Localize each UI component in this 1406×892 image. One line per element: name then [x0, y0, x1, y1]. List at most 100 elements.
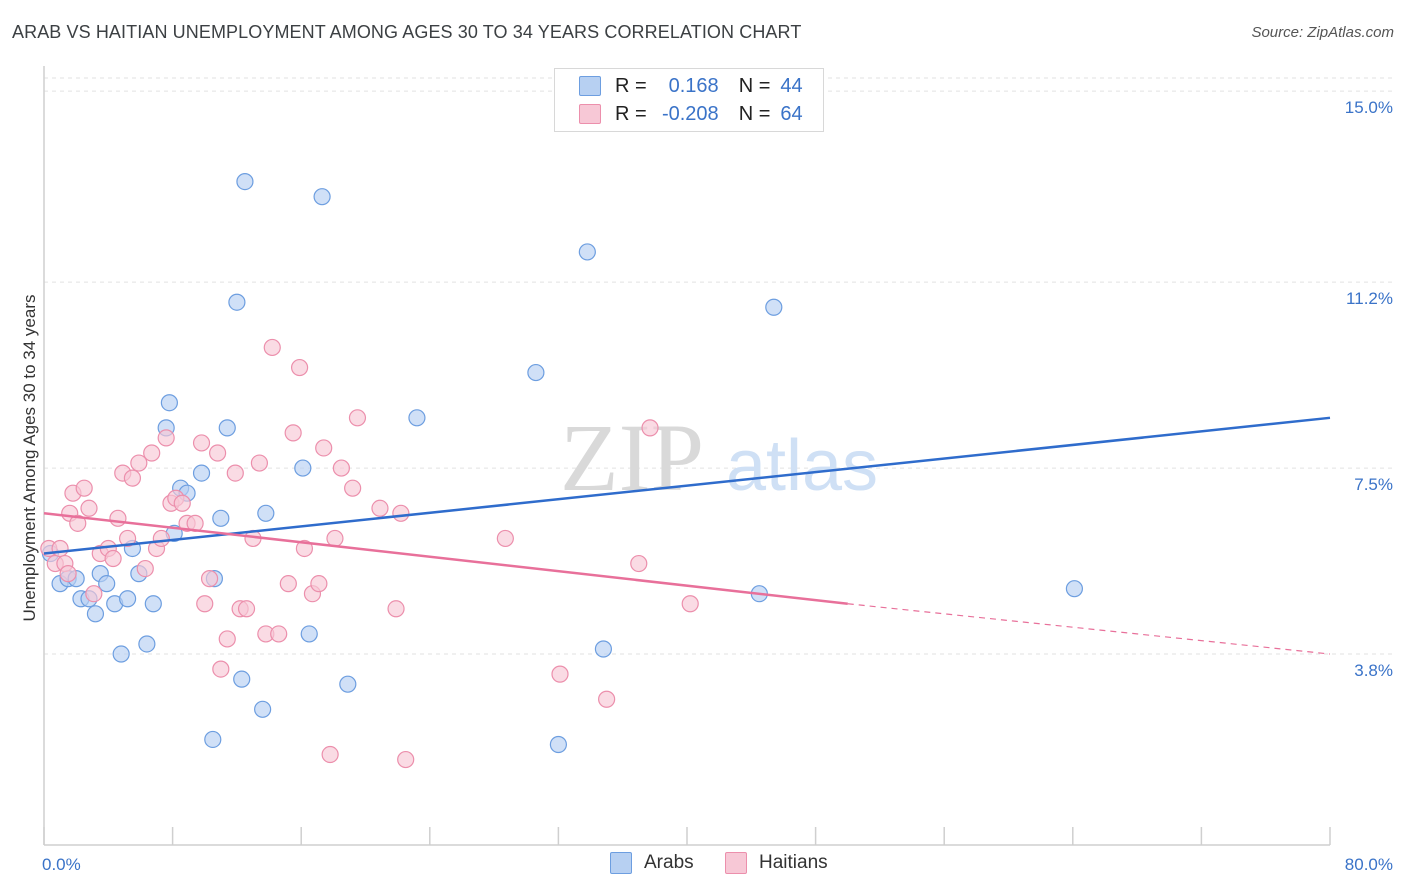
haitian-point — [173, 494, 191, 512]
haitian-point — [237, 600, 256, 618]
haitian-point — [59, 565, 77, 583]
arab-point — [257, 504, 275, 522]
haitian-point — [387, 600, 405, 618]
arab-point — [527, 363, 545, 382]
haitian-point — [598, 690, 616, 708]
legend-label-haitians: Haitians — [759, 852, 828, 873]
arab-point — [254, 700, 272, 718]
arab-point — [549, 735, 568, 754]
arab-point — [218, 419, 236, 437]
legend-n-label: N = — [738, 74, 771, 97]
arab-point — [192, 464, 211, 482]
haitian-point — [310, 575, 328, 593]
haitian-point — [295, 539, 314, 558]
arab-point — [86, 605, 105, 623]
haitian-point — [332, 459, 350, 477]
haitian-point — [75, 479, 93, 497]
trend-lines — [43, 416, 1331, 655]
arab-point — [339, 675, 357, 693]
arab-point — [118, 590, 137, 608]
arab-point — [408, 409, 426, 427]
arab-point — [578, 243, 596, 261]
haitian-point — [284, 424, 302, 442]
legend-n-value-haitians: 64 — [780, 102, 803, 125]
y-tick-label: 7.5% — [1354, 475, 1393, 494]
haitian-point — [226, 464, 244, 482]
source-label: Source: ZipAtlas.com — [1251, 24, 1394, 41]
haitian-point — [551, 665, 569, 683]
arab-point — [300, 625, 318, 643]
x-tick-label: 0.0% — [42, 855, 81, 874]
haitian-point — [371, 499, 389, 517]
haitian-point — [630, 554, 648, 573]
arab-point — [313, 188, 331, 206]
legend-n-value-arabs: 44 — [780, 74, 803, 97]
haitian-point — [209, 444, 227, 462]
arab-point — [112, 645, 130, 663]
haitian-point — [263, 338, 281, 357]
legend-r-label: R = — [615, 102, 647, 125]
haitian-point — [104, 549, 122, 568]
haitian-point — [250, 454, 269, 472]
correlation-legend: R = 0.168 N = 44 R = -0.208 N = 64 — [554, 68, 824, 132]
haitian-point — [152, 529, 170, 548]
haitian-point — [681, 595, 699, 613]
haitian-point — [123, 469, 142, 487]
haitian-point — [212, 660, 230, 678]
legend-item-haitians[interactable]: Haitians — [725, 852, 828, 874]
arab-point — [294, 459, 312, 477]
haitian-point — [157, 429, 175, 447]
y-tick-label: 11.2% — [1346, 289, 1393, 308]
haitian-point — [85, 585, 103, 603]
trend-line-haitians — [847, 603, 1331, 655]
haitian-point — [290, 358, 309, 377]
legend-item-arabs[interactable]: Arabs — [610, 852, 694, 874]
trend-line-haitians — [43, 512, 848, 606]
arab-point — [160, 394, 178, 412]
y-tick-label: 15.0% — [1345, 98, 1393, 117]
legend-swatch-arabs — [579, 76, 601, 96]
x-tick-label: 80.0% — [1345, 855, 1393, 874]
legend-swatch-arabs — [610, 852, 632, 874]
haitian-point — [136, 559, 154, 578]
haitian-point — [218, 630, 236, 648]
y-tick-label: 3.8% — [1354, 661, 1393, 680]
tick-labels: 3.8% 7.5% 11.2% 15.0% 0.0% 80.0% — [42, 98, 1393, 874]
arab-point — [594, 640, 613, 658]
arab-point — [233, 670, 251, 688]
haitian-point — [270, 625, 288, 643]
haitian-point — [279, 575, 297, 593]
haitian-point — [392, 504, 410, 522]
arab-point — [1065, 580, 1084, 598]
haitian-point — [326, 529, 344, 548]
haitian-point — [321, 745, 339, 764]
haitian-point — [130, 454, 148, 472]
arab-point — [228, 293, 246, 311]
haitian-point — [51, 539, 69, 558]
haitian-point — [348, 409, 367, 427]
watermark-atlas: atlas — [726, 426, 878, 506]
legend-row-arabs: R = 0.168 N = 44 — [579, 72, 803, 100]
haitian-point — [344, 479, 362, 497]
legend-r-label: R = — [615, 74, 647, 97]
y-axis-title: Unemployment Among Ages 30 to 34 years — [20, 294, 39, 622]
legend-r-value-haitians: -0.208 — [661, 102, 719, 125]
legend-n-label: N = — [738, 102, 771, 125]
haitian-point — [109, 509, 127, 527]
grid-lines — [44, 77, 1392, 655]
legend-swatch-haitians — [579, 104, 601, 124]
haitian-point — [80, 499, 98, 517]
arab-point — [138, 635, 156, 653]
haitian-point — [641, 419, 659, 437]
legend-row-haitians: R = -0.208 N = 64 — [579, 100, 803, 128]
legend-r-value-arabs: 0.168 — [668, 74, 719, 97]
arab-point — [765, 298, 783, 316]
arab-point — [98, 575, 116, 593]
haitian-point — [118, 529, 137, 548]
arab-point — [212, 509, 230, 527]
arab-point — [144, 595, 162, 613]
haitian-point — [143, 444, 161, 462]
watermark-zip: ZIP — [560, 404, 704, 511]
haitian-point — [69, 514, 87, 532]
